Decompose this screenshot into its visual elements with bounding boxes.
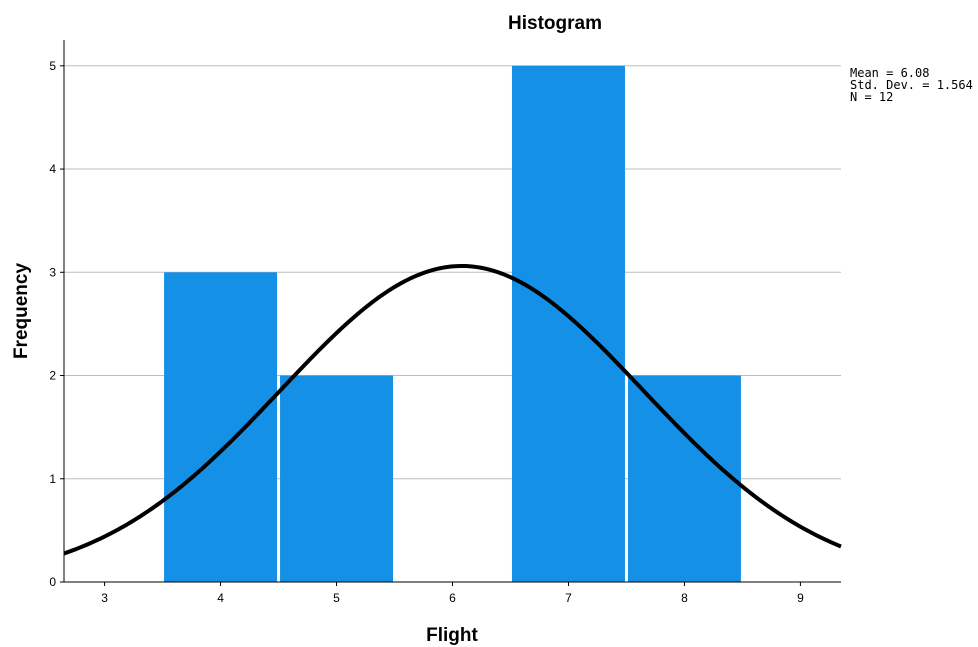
x-tick-label: 4 (217, 591, 224, 605)
y-tick-label: 1 (49, 472, 56, 486)
stats-n: N = 12 (850, 90, 893, 104)
y-axis-ticks: 0 1 2 3 4 5 (49, 59, 64, 589)
y-axis-label: Frequency (11, 263, 32, 360)
y-tick-label: 2 (49, 369, 56, 383)
stats-mean: Mean = 6.08 (850, 66, 929, 80)
histogram-bars (164, 65, 741, 583)
histogram-bar (627, 375, 741, 582)
y-tick-label: 4 (49, 162, 56, 176)
y-tick-label: 0 (49, 575, 56, 589)
x-axis-label: Flight (426, 625, 478, 646)
stats-std-dev: Std. Dev. = 1.564 (850, 78, 973, 92)
y-tick-label: 5 (49, 59, 56, 73)
x-tick-label: 9 (797, 591, 804, 605)
x-tick-label: 5 (333, 591, 340, 605)
chart-title: Histogram (508, 13, 602, 34)
x-tick-label: 8 (681, 591, 688, 605)
x-tick-label: 6 (449, 591, 456, 605)
x-tick-label: 3 (101, 591, 108, 605)
x-axis-ticks: 3 4 5 6 7 8 9 (101, 582, 804, 605)
histogram-bar (164, 272, 278, 582)
x-tick-label: 7 (565, 591, 572, 605)
y-tick-label: 3 (49, 265, 56, 279)
histogram-bar (511, 65, 625, 583)
histogram-bar (280, 375, 394, 582)
stats-box: Mean = 6.08 Std. Dev. = 1.564 N = 12 (850, 66, 973, 104)
normal-curve (63, 263, 842, 556)
